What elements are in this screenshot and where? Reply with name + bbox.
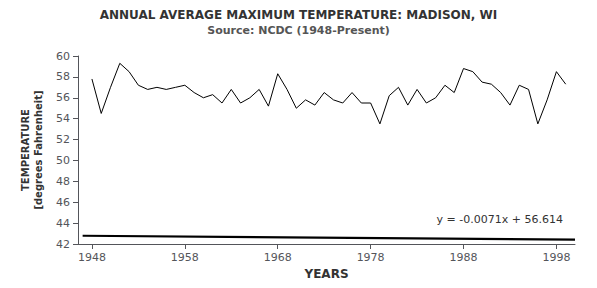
svg-text:[degrees Fahrenheit]: [degrees Fahrenheit] [33,90,44,209]
svg-text:ANNUAL AVERAGE MAXIMUM TEMPERA: ANNUAL AVERAGE MAXIMUM TEMPERATURE: MADI… [100,8,498,22]
svg-text:58: 58 [56,70,70,83]
svg-text:1968: 1968 [264,251,292,264]
svg-text:YEARS: YEARS [303,267,348,281]
svg-text:y = -0.0071x + 56.614: y = -0.0071x + 56.614 [437,213,563,226]
svg-text:Source: NCDC (1948-Present): Source: NCDC (1948-Present) [207,24,390,37]
svg-text:1998: 1998 [542,251,570,264]
svg-text:1948: 1948 [78,251,106,264]
svg-text:46: 46 [56,196,70,209]
svg-text:60: 60 [56,50,70,63]
svg-text:1978: 1978 [357,251,385,264]
svg-text:1988: 1988 [450,251,478,264]
svg-text:44: 44 [56,217,70,230]
svg-text:42: 42 [56,238,70,251]
svg-text:48: 48 [56,175,70,188]
svg-text:50: 50 [56,154,70,167]
svg-text:52: 52 [56,133,70,146]
svg-text:TEMPERATURE: TEMPERATURE [20,109,31,191]
svg-text:56: 56 [56,91,70,104]
svg-text:54: 54 [56,112,70,125]
svg-text:1958: 1958 [171,251,199,264]
